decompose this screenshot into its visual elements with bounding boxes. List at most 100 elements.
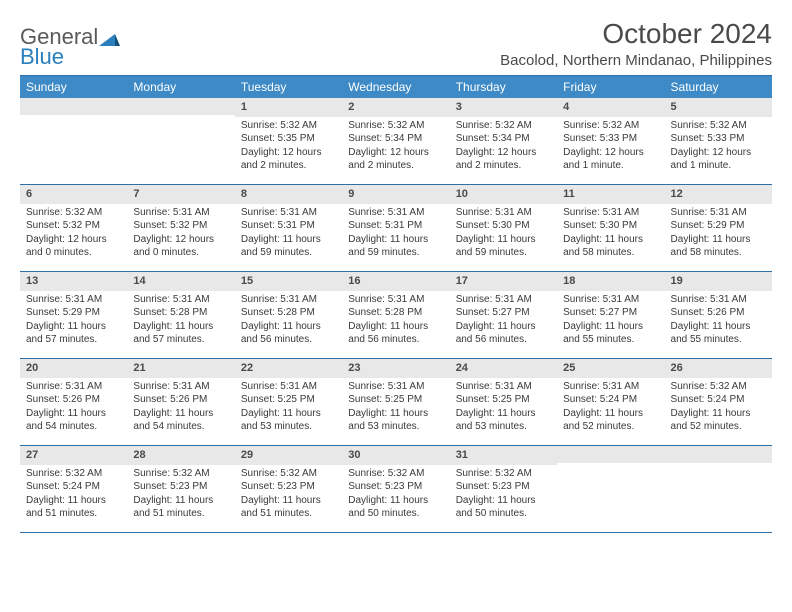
sunset-line: Sunset: 5:25 PM (348, 393, 443, 407)
day-number (127, 98, 234, 115)
day-header: Thursday (450, 76, 557, 98)
daylight-line: Daylight: 11 hours and 51 minutes. (133, 494, 228, 521)
day-details: Sunrise: 5:31 AMSunset: 5:28 PMDaylight:… (127, 291, 234, 353)
sunset-line: Sunset: 5:23 PM (456, 480, 551, 494)
sunrise-line: Sunrise: 5:31 AM (26, 380, 121, 394)
sunset-line: Sunset: 5:30 PM (456, 219, 551, 233)
sunset-line: Sunset: 5:33 PM (563, 132, 658, 146)
day-cell: 17Sunrise: 5:31 AMSunset: 5:27 PMDayligh… (450, 272, 557, 358)
day-number: 19 (665, 272, 772, 291)
week-row: 13Sunrise: 5:31 AMSunset: 5:29 PMDayligh… (20, 272, 772, 359)
day-details: Sunrise: 5:32 AMSunset: 5:23 PMDaylight:… (127, 465, 234, 527)
day-cell: 31Sunrise: 5:32 AMSunset: 5:23 PMDayligh… (450, 446, 557, 532)
sunset-line: Sunset: 5:33 PM (671, 132, 766, 146)
day-details: Sunrise: 5:32 AMSunset: 5:34 PMDaylight:… (342, 117, 449, 179)
day-details: Sunrise: 5:31 AMSunset: 5:26 PMDaylight:… (665, 291, 772, 353)
daylight-line: Daylight: 12 hours and 2 minutes. (241, 146, 336, 173)
day-number: 20 (20, 359, 127, 378)
sunset-line: Sunset: 5:23 PM (133, 480, 228, 494)
sunset-line: Sunset: 5:23 PM (348, 480, 443, 494)
sunset-line: Sunset: 5:28 PM (241, 306, 336, 320)
sunset-line: Sunset: 5:27 PM (563, 306, 658, 320)
day-number: 29 (235, 446, 342, 465)
day-header: Saturday (665, 76, 772, 98)
sunrise-line: Sunrise: 5:32 AM (348, 119, 443, 133)
day-number: 30 (342, 446, 449, 465)
day-cell: 20 Sunrise: 5:31 AMSunset: 5:26 PMDayligh… (20, 359, 127, 445)
day-details: Sunrise: 5:32 AMSunset: 5:34 PMDaylight:… (450, 117, 557, 179)
daylight-line: Daylight: 11 hours and 53 minutes. (241, 407, 336, 434)
daylight-line: Daylight: 11 hours and 50 minutes. (456, 494, 551, 521)
day-cell: 7Sunrise: 5:31 AMSunset: 5:32 PMDaylight… (127, 185, 234, 271)
sunset-line: Sunset: 5:27 PM (456, 306, 551, 320)
sunrise-line: Sunrise: 5:32 AM (26, 467, 121, 481)
day-number: 13 (20, 272, 127, 291)
day-cell: 23Sunrise: 5:31 AMSunset: 5:25 PMDayligh… (342, 359, 449, 445)
sunrise-line: Sunrise: 5:31 AM (563, 293, 658, 307)
logo-word-2: Blue (20, 46, 121, 68)
sunrise-line: Sunrise: 5:32 AM (456, 119, 551, 133)
day-number: 5 (665, 98, 772, 117)
sunset-line: Sunset: 5:26 PM (133, 393, 228, 407)
day-number: 31 (450, 446, 557, 465)
daylight-line: Daylight: 12 hours and 2 minutes. (348, 146, 443, 173)
daylight-line: Daylight: 11 hours and 57 minutes. (133, 320, 228, 347)
day-number: 21 (127, 359, 234, 378)
day-details: Sunrise: 5:31 AMSunset: 5:30 PMDaylight:… (450, 204, 557, 266)
day-details: Sunrise: 5:31 AMSunset: 5:30 PMDaylight:… (557, 204, 664, 266)
day-cell: 13 Sunrise: 5:31 AMSunset: 5:29 PMDayligh… (20, 272, 127, 358)
day-details: Sunrise: 5:31 AMSunset: 5:31 PMDaylight:… (342, 204, 449, 266)
day-cell (665, 446, 772, 532)
sunset-line: Sunset: 5:34 PM (456, 132, 551, 146)
sunset-line: Sunset: 5:25 PM (241, 393, 336, 407)
sunset-line: Sunset: 5:29 PM (26, 306, 121, 320)
sunset-line: Sunset: 5:26 PM (671, 306, 766, 320)
day-details: Sunrise: 5:31 AMSunset: 5:25 PMDaylight:… (450, 378, 557, 440)
sunset-line: Sunset: 5:26 PM (26, 393, 121, 407)
day-number: 10 (450, 185, 557, 204)
sunrise-line: Sunrise: 5:32 AM (241, 467, 336, 481)
day-details: Sunrise: 5:31 AMSunset: 5:25 PMDaylight:… (342, 378, 449, 440)
day-header: Tuesday (235, 76, 342, 98)
sunset-line: Sunset: 5:32 PM (133, 219, 228, 233)
sunrise-line: Sunrise: 5:32 AM (241, 119, 336, 133)
daylight-line: Daylight: 12 hours and 1 minute. (563, 146, 658, 173)
day-cell (557, 446, 664, 532)
day-details: Sunrise: 5:32 AMSunset: 5:33 PMDaylight:… (665, 117, 772, 179)
sunrise-line: Sunrise: 5:32 AM (671, 380, 766, 394)
daylight-line: Daylight: 12 hours and 0 minutes. (26, 233, 121, 260)
day-details: Sunrise: 5:31 AMSunset: 5:28 PMDaylight:… (342, 291, 449, 353)
day-cell: 3Sunrise: 5:32 AMSunset: 5:34 PMDaylight… (450, 98, 557, 184)
sunrise-line: Sunrise: 5:31 AM (563, 380, 658, 394)
location: Bacolod, Northern Mindanao, Philippines (500, 52, 772, 69)
day-header: Monday (127, 76, 234, 98)
day-number: 27 (20, 446, 127, 465)
day-number: 28 (127, 446, 234, 465)
header: GeneralBlue October 2024 Bacolod, Northe… (20, 18, 772, 69)
title-block: October 2024 Bacolod, Northern Mindanao,… (500, 18, 772, 69)
daylight-line: Daylight: 11 hours and 52 minutes. (563, 407, 658, 434)
day-number: 26 (665, 359, 772, 378)
sunset-line: Sunset: 5:32 PM (26, 219, 121, 233)
day-cell: 14Sunrise: 5:31 AMSunset: 5:28 PMDayligh… (127, 272, 234, 358)
sunrise-line: Sunrise: 5:31 AM (456, 206, 551, 220)
sunrise-line: Sunrise: 5:31 AM (26, 293, 121, 307)
logo: GeneralBlue (20, 18, 121, 68)
day-details: Sunrise: 5:32 AMSunset: 5:33 PMDaylight:… (557, 117, 664, 179)
sunset-line: Sunset: 5:28 PM (133, 306, 228, 320)
daylight-line: Daylight: 11 hours and 57 minutes. (26, 320, 121, 347)
daylight-line: Daylight: 11 hours and 58 minutes. (671, 233, 766, 260)
day-cell: 21Sunrise: 5:31 AMSunset: 5:26 PMDayligh… (127, 359, 234, 445)
sunset-line: Sunset: 5:24 PM (26, 480, 121, 494)
day-number: 1 (235, 98, 342, 117)
daylight-line: Daylight: 11 hours and 54 minutes. (26, 407, 121, 434)
day-number: 3 (450, 98, 557, 117)
calendar-body: 1Sunrise: 5:32 AMSunset: 5:35 PMDaylight… (20, 98, 772, 533)
day-cell: 18Sunrise: 5:31 AMSunset: 5:27 PMDayligh… (557, 272, 664, 358)
sunset-line: Sunset: 5:24 PM (671, 393, 766, 407)
sunset-line: Sunset: 5:23 PM (241, 480, 336, 494)
month-title: October 2024 (500, 18, 772, 50)
sunrise-line: Sunrise: 5:31 AM (563, 206, 658, 220)
sunrise-line: Sunrise: 5:31 AM (348, 293, 443, 307)
day-header: Wednesday (342, 76, 449, 98)
